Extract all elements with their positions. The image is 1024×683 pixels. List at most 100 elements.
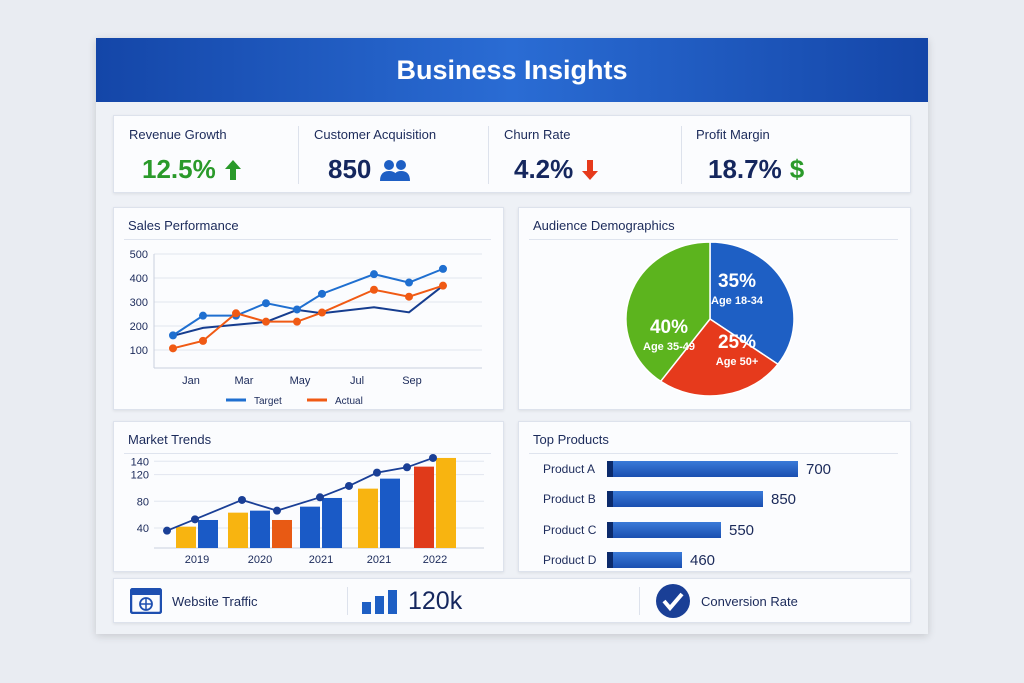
slice-label: Age 35-49 [643,341,695,353]
bar [272,519,292,548]
y-tick-label: 120 [131,470,149,482]
product-bar [607,552,682,568]
data-point [199,311,207,320]
data-point [293,305,301,314]
page-title: Business Insights [396,54,628,85]
trend-point [163,526,171,535]
data-point [262,299,270,308]
product-name: Product D [543,553,597,567]
sales-performance-card: Sales Performance 100 200 300 400 500 Jan Mar M… [113,207,504,410]
divider [124,453,491,454]
dollar-icon: $ [789,154,805,184]
product-name: Product A [543,462,596,476]
product-row: Product A 700 [543,459,831,479]
product-bar [607,461,798,477]
slice-percent: 35% [718,271,756,292]
demographics-pie-chart: 35% Age 18-34 25% Age 50+ 40% Age 35-49 [625,241,795,397]
data-point [318,308,326,317]
trend-point [238,495,246,504]
kpi-label: Profit Margin [696,127,770,142]
bar [300,506,320,548]
divider [529,453,898,454]
x-tick-label: 2019 [185,554,209,566]
traffic-label: Website Traffic [172,593,258,609]
kpi-value: 18.7% [708,154,782,184]
data-point [169,344,177,353]
bar [176,526,196,548]
product-row: Product D 460 [543,550,715,570]
data-point [370,270,378,279]
kpi-label: Revenue Growth [129,127,227,142]
y-tick-label: 100 [130,345,148,357]
data-point [439,264,447,273]
card-title: Audience Demographics [533,218,675,233]
market-bar-chart: 40 80 120 140 2019 2020 2021 2021 2022 [131,453,484,566]
divider [488,126,489,184]
bar [198,519,218,548]
data-point [262,317,270,326]
bar [322,497,342,548]
product-value: 550 [729,521,755,539]
x-tick-label: 2020 [248,554,272,566]
website-traffic[interactable]: Website Traffic [130,579,258,623]
divider [298,126,299,184]
market-trends-card: Market Trends 40 80 120 140 2019 2020 2021 2021… [113,421,504,572]
y-tick-label: 80 [137,496,149,508]
card-title: Top Products [533,432,609,447]
arrow-up-icon [224,159,241,180]
x-tick-label: 2022 [423,554,447,566]
card-title: Market Trends [128,432,212,447]
x-tick-label: 2021 [367,554,391,566]
x-tick-label: Sep [402,375,422,387]
pie-slice [625,241,711,383]
kpi-label: Churn Rate [504,127,571,142]
users-icon [380,159,411,181]
product-bar [607,491,763,507]
kpi-value: 4.2% [514,154,574,184]
product-row: Product B 850 [543,489,796,509]
product-name: Product B [543,492,596,506]
kpi-value: 850 [328,154,372,184]
bottom-stats-bar: Website Traffic 120k Conversion Rate [113,578,911,623]
y-tick-label: 200 [130,321,148,333]
trend-point [345,481,353,490]
kpi-label: Customer Acquisition [314,127,437,142]
traffic-value: 120k [408,586,463,615]
top-products-card: Top Products Product A 700 Product B 850 P… [518,421,911,572]
conversion-rate[interactable]: Conversion Rate [655,579,798,623]
product-row: Product C 550 [543,520,754,540]
trend-point [373,468,381,477]
slice-label: Age 18-34 [711,295,764,307]
y-tick-label: 500 [130,249,148,261]
trend-point [273,506,281,515]
y-tick-label: 140 [131,456,149,468]
divider [347,587,348,615]
legend-label-target: Target [254,396,282,407]
y-tick-label: 300 [130,297,148,309]
sales-line-chart: 100 200 300 400 500 Jan Mar May Jul Sep Target Actu… [130,249,482,407]
slice-percent: 25% [718,332,756,353]
legend-label-actual: Actual [335,396,363,407]
data-point [439,281,447,290]
data-point [370,285,378,294]
audience-demographics-card: Audience Demographics 35% Age 18-34 25% Age… [518,207,911,410]
trend-point [403,463,411,472]
bar-chart-icon [362,590,397,614]
product-value: 850 [771,490,797,508]
conversion-label: Conversion Rate [701,593,798,609]
arrow-down-icon [582,159,599,180]
bar [358,488,378,548]
data-point [405,292,413,301]
bar [250,510,270,548]
kpi-card: Revenue Growth 12.5% Customer Acquisitio… [113,115,911,193]
series-line [172,284,444,350]
kpi-value: 12.5% [142,154,216,184]
y-tick-label: 400 [130,273,148,285]
checkmark-circle-icon [656,584,690,618]
pie-slice [659,317,780,397]
divider [639,587,640,615]
browser-globe-icon [130,588,162,614]
data-point [405,278,413,287]
divider [124,239,491,240]
x-tick-label: 2021 [309,554,333,566]
